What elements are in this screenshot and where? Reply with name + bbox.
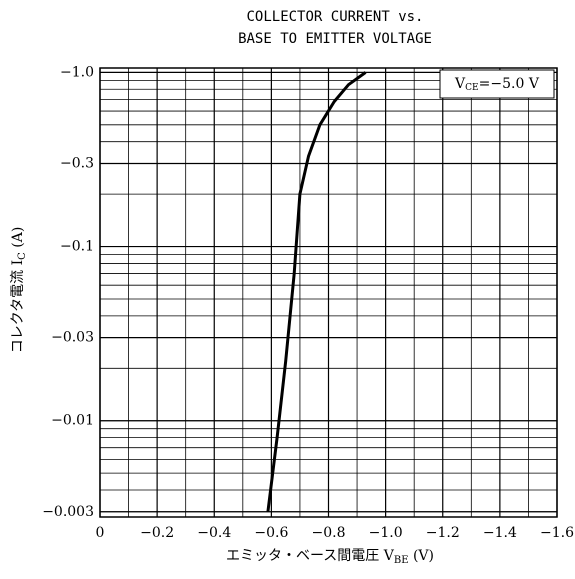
y-axis-label: コレクタ電流 IC (A)	[10, 227, 28, 354]
y-axis-label-text: コレクタ電流 I	[10, 260, 26, 353]
x-axis-label-unit: (V)	[409, 548, 434, 564]
y-tick-label: −0.1	[60, 239, 94, 255]
annotation-text: VCE=−5.0 V	[454, 76, 540, 93]
x-tick-label: −0.2	[140, 525, 174, 541]
plot-frame	[99, 67, 558, 518]
data-line	[266, 71, 367, 512]
x-tick-label: −1.2	[426, 525, 460, 541]
y-tick-label: −0.01	[51, 413, 94, 429]
chart-title: COLLECTOR CURRENT vs.	[246, 9, 423, 25]
y-tick-label: −0.03	[51, 330, 94, 346]
x-tick-label: −0.8	[312, 525, 346, 541]
x-tick-label: −1.4	[483, 525, 517, 541]
x-axis-label-text: エミッタ・ベース間電圧 V	[226, 548, 395, 564]
annotation-suffix: =−5.0 V	[479, 76, 540, 92]
x-axis-label: エミッタ・ベース間電圧 VBE (V)	[226, 548, 434, 566]
x-tick-label: −0.6	[254, 525, 288, 541]
y-axis-label-unit: (A)	[10, 227, 26, 252]
y-axis-label-sub: C	[17, 252, 28, 260]
annotation-box	[439, 69, 555, 99]
annotation-sub: CE	[465, 83, 478, 93]
x-tick-label: −0.4	[197, 525, 231, 541]
x-axis-label-sub: BE	[394, 555, 409, 566]
y-tick-label: −1.0	[60, 64, 94, 80]
annotation-v: V	[454, 76, 466, 92]
x-tick-label: −1.0	[369, 525, 403, 541]
x-tick-label: 0	[96, 525, 105, 541]
y-tick-label: −0.3	[60, 155, 94, 171]
chart-title: BASE TO EMITTER VOLTAGE	[238, 31, 432, 47]
y-tick-label: −0.003	[42, 504, 94, 520]
annotation: VCE=−5.0 V	[439, 69, 555, 99]
x-tick-label: −1.6	[540, 525, 574, 541]
